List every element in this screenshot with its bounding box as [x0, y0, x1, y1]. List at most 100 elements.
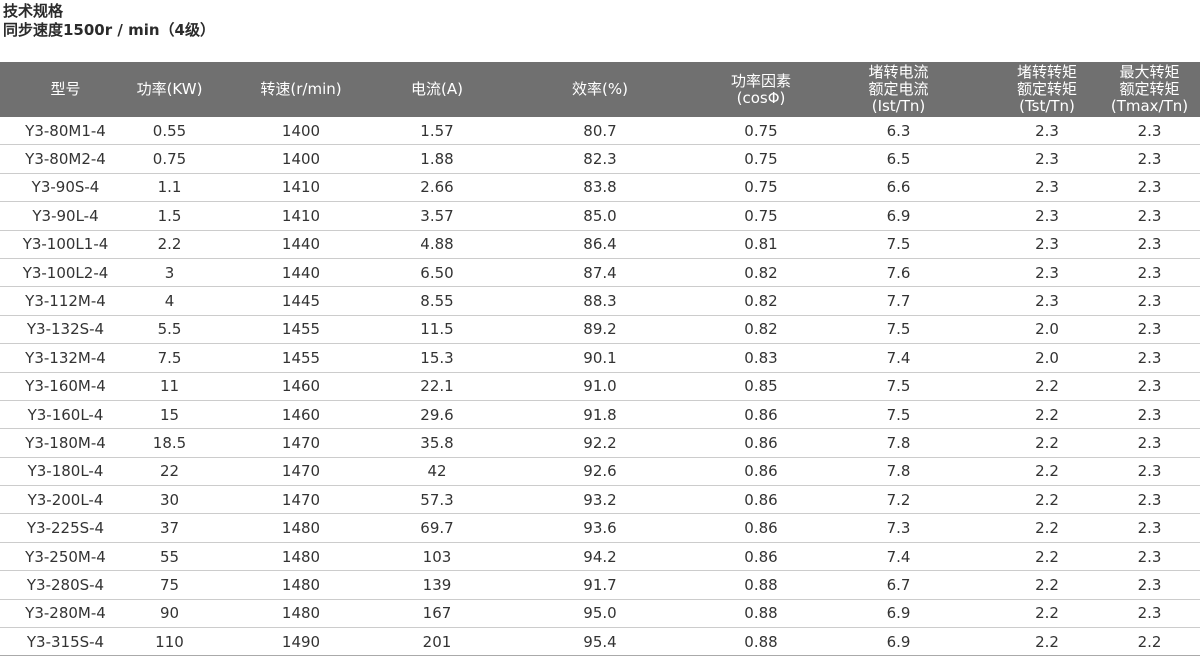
cell-efficiency: 93.2 — [480, 485, 720, 515]
cell-efficiency: 82.3 — [480, 144, 720, 174]
cell-current: 11.5 — [394, 315, 480, 345]
cell-model: Y3-180M-4 — [0, 428, 131, 458]
column-header-line: (Tst/Tn) — [1019, 97, 1075, 115]
cell-power-factor: 0.86 — [720, 428, 802, 458]
cell-locked-current-ratio: 7.2 — [802, 485, 995, 515]
cell-locked-current-ratio: 6.3 — [802, 117, 995, 146]
cell-power: 4 — [131, 286, 208, 316]
cell-locked-torque-ratio: 2.3 — [995, 286, 1099, 316]
cell-speed: 1470 — [208, 485, 394, 515]
table-body: Y3-80M1-4 0.55 1400 1.57 80.7 0.75 6.3 2.3 2.3 Y3… — [0, 117, 1200, 657]
table-row: Y3-80M2-4 0.75 1400 1.88 82.3 0.75 6.5 2.3 2.3 — [0, 144, 1200, 174]
cell-model: Y3-112M-4 — [0, 286, 131, 316]
table-header: 型号 功率(KW) 转速(r/min) 电流(A) 效率(%) 功率因素 (cosΦ) 堵转电… — [0, 62, 1200, 117]
cell-power-factor: 0.82 — [720, 286, 802, 316]
cell-max-torque-ratio: 2.3 — [1099, 173, 1200, 203]
table-row: Y3-100L2-4 3 1440 6.50 87.4 0.82 7.6 2.3 2.3 — [0, 258, 1200, 288]
cell-locked-torque-ratio: 2.2 — [995, 542, 1099, 572]
cell-speed: 1480 — [208, 599, 394, 629]
cell-model: Y3-315S-4 — [0, 627, 131, 657]
table-row: Y3-280M-4 90 1480 167 95.0 0.88 6.9 2.2 2.3 — [0, 599, 1200, 629]
cell-current: 2.66 — [394, 173, 480, 203]
cell-locked-current-ratio: 7.5 — [802, 230, 995, 259]
column-header-speed: 转速(r/min) — [208, 62, 394, 117]
cell-efficiency: 91.8 — [480, 400, 720, 430]
cell-locked-current-ratio: 7.6 — [802, 258, 995, 288]
cell-current: 57.3 — [394, 485, 480, 515]
cell-power-factor: 0.75 — [720, 117, 802, 146]
cell-efficiency: 93.6 — [480, 513, 720, 543]
column-header-line: 堵转电流 — [868, 63, 929, 81]
cell-power-factor: 0.75 — [720, 173, 802, 203]
cell-power-factor: 0.81 — [720, 230, 802, 259]
cell-model: Y3-90L-4 — [0, 201, 131, 231]
cell-efficiency: 95.4 — [480, 627, 720, 657]
cell-max-torque-ratio: 2.3 — [1099, 570, 1200, 600]
cell-speed: 1410 — [208, 173, 394, 203]
cell-efficiency: 95.0 — [480, 599, 720, 629]
cell-max-torque-ratio: 2.3 — [1099, 144, 1200, 174]
spec-table: 型号 功率(KW) 转速(r/min) 电流(A) 效率(%) 功率因素 (cosΦ) 堵转电… — [0, 62, 1200, 657]
column-header-line: 额定转矩 — [1016, 80, 1077, 98]
cell-locked-torque-ratio: 2.3 — [995, 230, 1099, 259]
column-header-line: 电流(A) — [411, 80, 463, 98]
cell-locked-current-ratio: 7.7 — [802, 286, 995, 316]
cell-power: 22 — [131, 457, 208, 487]
cell-max-torque-ratio: 2.3 — [1099, 513, 1200, 543]
cell-current: 201 — [394, 627, 480, 657]
cell-power: 75 — [131, 570, 208, 600]
cell-efficiency: 92.6 — [480, 457, 720, 487]
cell-model: Y3-90S-4 — [0, 173, 131, 203]
cell-power: 15 — [131, 400, 208, 430]
table-row: Y3-112M-4 4 1445 8.55 88.3 0.82 7.7 2.3 2.3 — [0, 286, 1200, 316]
cell-speed: 1490 — [208, 627, 394, 657]
cell-speed: 1455 — [208, 315, 394, 345]
column-header-power-factor: 功率因素 (cosΦ) — [720, 62, 802, 117]
cell-locked-torque-ratio: 2.2 — [995, 400, 1099, 430]
cell-power: 30 — [131, 485, 208, 515]
cell-max-torque-ratio: 2.3 — [1099, 485, 1200, 515]
cell-locked-current-ratio: 7.5 — [802, 315, 995, 345]
cell-locked-torque-ratio: 2.3 — [995, 173, 1099, 203]
cell-power: 90 — [131, 599, 208, 629]
cell-power-factor: 0.86 — [720, 542, 802, 572]
cell-max-torque-ratio: 2.3 — [1099, 400, 1200, 430]
table-row: Y3-280S-4 75 1480 139 91.7 0.88 6.7 2.2 2.3 — [0, 570, 1200, 600]
cell-power: 0.55 — [131, 117, 208, 146]
column-header-line: 效率(%) — [572, 80, 628, 98]
cell-locked-current-ratio: 7.4 — [802, 542, 995, 572]
cell-model: Y3-160L-4 — [0, 400, 131, 430]
cell-locked-torque-ratio: 2.2 — [995, 599, 1099, 629]
cell-locked-current-ratio: 7.8 — [802, 428, 995, 458]
cell-locked-torque-ratio: 2.2 — [995, 627, 1099, 657]
cell-max-torque-ratio: 2.3 — [1099, 457, 1200, 487]
cell-power: 110 — [131, 627, 208, 657]
cell-power-factor: 0.75 — [720, 144, 802, 174]
cell-power-factor: 0.82 — [720, 315, 802, 345]
cell-power: 7.5 — [131, 343, 208, 373]
cell-power-factor: 0.75 — [720, 201, 802, 231]
cell-max-torque-ratio: 2.2 — [1099, 627, 1200, 657]
cell-power-factor: 0.86 — [720, 485, 802, 515]
cell-power: 5.5 — [131, 315, 208, 345]
column-header-line: (Tmax/Tn) — [1110, 97, 1189, 115]
column-header-locked-torque-ratio: 堵转转矩 额定转矩 (Tst/Tn) — [995, 62, 1099, 117]
cell-locked-torque-ratio: 2.2 — [995, 457, 1099, 487]
table-row: Y3-132M-4 7.5 1455 15.3 90.1 0.83 7.4 2.0 2.3 — [0, 343, 1200, 373]
table-row: Y3-180L-4 22 1470 42 92.6 0.86 7.8 2.2 2.3 — [0, 457, 1200, 487]
cell-current: 15.3 — [394, 343, 480, 373]
cell-speed: 1480 — [208, 570, 394, 600]
table-row: Y3-132S-4 5.5 1455 11.5 89.2 0.82 7.5 2.0 2.3 — [0, 315, 1200, 345]
cell-locked-current-ratio: 7.3 — [802, 513, 995, 543]
cell-model: Y3-80M2-4 — [0, 144, 131, 174]
cell-locked-torque-ratio: 2.3 — [995, 201, 1099, 231]
cell-model: Y3-160M-4 — [0, 372, 131, 401]
cell-speed: 1440 — [208, 230, 394, 259]
cell-speed: 1410 — [208, 201, 394, 231]
cell-current: 103 — [394, 542, 480, 572]
cell-locked-torque-ratio: 2.2 — [995, 485, 1099, 515]
cell-max-torque-ratio: 2.3 — [1099, 372, 1200, 401]
cell-power: 55 — [131, 542, 208, 572]
cell-speed: 1460 — [208, 372, 394, 401]
cell-locked-current-ratio: 6.9 — [802, 627, 995, 657]
